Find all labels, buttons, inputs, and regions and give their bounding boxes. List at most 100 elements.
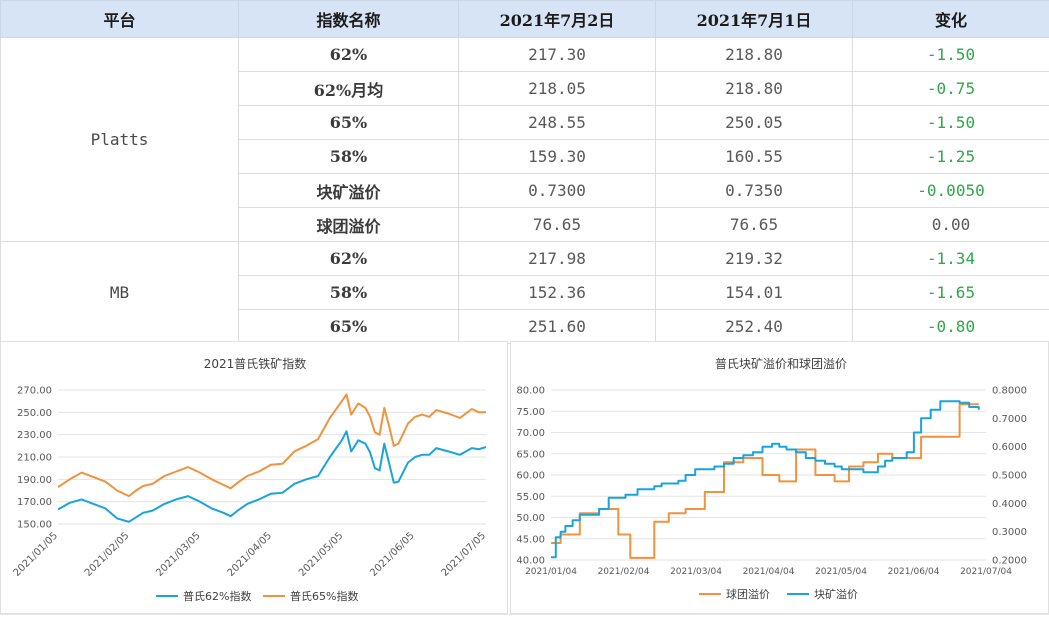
value-jul2-cell: 152.36 — [458, 275, 656, 310]
y2-tick-label: 0.6000 — [992, 442, 1027, 453]
value-jul1-cell: 219.32 — [655, 241, 853, 276]
y2-tick-label: 0.8000 — [992, 386, 1027, 397]
change-cell: -1.34 — [852, 241, 1049, 276]
y-tick-label: 60.00 — [516, 471, 545, 482]
platts-index-chart: 2021普氏铁矿指数 150.00 170.00 190.00 210.00 230.00… — [12, 356, 489, 603]
index-name-cell: 块矿溢价 — [238, 173, 459, 208]
index-name-cell: 62% — [238, 241, 459, 276]
change-cell: -1.50 — [852, 105, 1049, 140]
price-table: 平台 指数名称 2021年7月2日 2021年7月1日 变化 Platts 62%… — [0, 0, 1049, 344]
x-tick-label: 2021/01/05 — [12, 530, 61, 579]
value-jul1-cell: 76.65 — [655, 207, 853, 242]
change-cell: -0.75 — [852, 71, 1049, 106]
y-tick-label: 70.00 — [516, 428, 545, 439]
series-line-1 — [57, 393, 486, 498]
table-row: 65% 251.60 252.40 -0.80 — [1, 309, 1049, 344]
platform-cell: MB — [0, 241, 239, 344]
y-tick-label: 55.00 — [516, 492, 545, 503]
value-jul1-cell: 0.7350 — [655, 173, 853, 208]
series-line-1 — [551, 400, 980, 559]
y2-tick-label: 0.2000 — [992, 556, 1027, 567]
index-name-cell: 58% — [238, 139, 459, 174]
x-tick-label: 2021/07/04 — [960, 567, 1012, 577]
platts-index-chart-panel: 2021普氏铁矿指数 150.00 170.00 190.00 210.00 230.00… — [0, 341, 508, 614]
table-body: Platts 62% 217.30 218.80 -1.50 62%月均 218.05 218… — [0, 37, 1049, 344]
x-tick-label: 2021/05/04 — [815, 567, 867, 577]
y-tick-label: 45.00 — [516, 534, 545, 545]
x-tick-label: 2021/03/05 — [154, 530, 203, 579]
table-header-row: 平台 指数名称 2021年7月2日 2021年7月1日 变化 — [0, 0, 1049, 38]
table-row: 球团溢价 76.65 76.65 0.00 — [1, 207, 1049, 242]
x-tick-label: 2021/07/05 — [440, 530, 489, 579]
change-cell: -0.0050 — [852, 173, 1049, 208]
x-tick-label: 2021/04/04 — [743, 567, 795, 577]
legend-label: 球团溢价 — [726, 587, 770, 601]
col-header-change: 变化 — [852, 0, 1049, 38]
legend-label: 普氏65%指数 — [290, 589, 358, 603]
x-tick-label: 2021/04/05 — [226, 530, 275, 579]
x-tick-label: 2021/01/04 — [525, 567, 577, 577]
index-name-cell: 62%月均 — [238, 71, 459, 106]
index-name-cell: 62% — [238, 37, 459, 72]
value-jul2-cell: 218.05 — [458, 71, 656, 106]
value-jul1-cell: 218.80 — [655, 37, 853, 72]
lump-pellet-premium-chart: 普氏块矿溢价和球团溢价 40.00 45.00 50.00 55.00 60.00 65.0… — [516, 357, 1027, 601]
value-jul1-cell: 218.80 — [655, 71, 853, 106]
value-jul2-cell: 248.55 — [458, 105, 656, 140]
y-tick-label: 80.00 — [516, 386, 545, 397]
table-row: 58% 152.36 154.01 -1.65 — [1, 275, 1049, 310]
value-jul2-cell: 217.30 — [458, 37, 656, 72]
y2-tick-label: 0.7000 — [992, 414, 1027, 425]
value-jul2-cell: 251.60 — [458, 309, 656, 344]
table-row: 58% 159.30 160.55 -1.25 — [1, 139, 1049, 174]
table-row: Platts 62% 217.30 218.80 -1.50 — [0, 37, 1049, 242]
value-jul1-cell: 252.40 — [655, 309, 853, 344]
y-tick-label: 150.00 — [17, 520, 52, 531]
y-tick-label: 170.00 — [17, 497, 52, 508]
change-cell: -1.65 — [852, 275, 1049, 310]
table-row: 62%月均 218.05 218.80 -0.75 — [1, 71, 1049, 106]
y-tick-label: 210.00 — [17, 453, 52, 464]
y-tick-label: 65.00 — [516, 449, 545, 460]
bottom-divider — [0, 614, 1049, 615]
change-cell: -1.25 — [852, 139, 1049, 174]
y-tick-label: 50.00 — [516, 513, 545, 524]
platform-cell: Platts — [0, 37, 239, 242]
legend-label: 块矿溢价 — [814, 587, 858, 601]
col-header-index-name: 指数名称 — [238, 0, 459, 38]
y-tick-label: 190.00 — [17, 475, 52, 486]
index-name-cell: 65% — [238, 309, 459, 344]
value-jul2-cell: 0.7300 — [458, 173, 656, 208]
col-header-jul2: 2021年7月2日 — [458, 0, 656, 38]
y2-tick-label: 0.4000 — [992, 499, 1027, 510]
x-tick-label: 2021/06/04 — [888, 567, 940, 577]
series-line-0 — [57, 430, 487, 523]
y-tick-label: 75.00 — [516, 407, 545, 418]
table-row: 块矿溢价 0.7300 0.7350 -0.0050 — [1, 173, 1049, 208]
premium-chart-panel: 普氏块矿溢价和球团溢价 40.00 45.00 50.00 55.00 60.00 65.0… — [510, 341, 1049, 614]
index-name-cell: 球团溢价 — [238, 207, 459, 242]
table-row: 65% 248.55 250.05 -1.50 — [1, 105, 1049, 140]
col-header-platform: 平台 — [0, 0, 239, 38]
x-tick-label: 2021/06/05 — [368, 530, 417, 579]
y-tick-label: 250.00 — [17, 408, 52, 419]
value-jul1-cell: 250.05 — [655, 105, 853, 140]
y-tick-label: 230.00 — [17, 430, 52, 441]
chart-title: 2021普氏铁矿指数 — [204, 356, 307, 371]
x-tick-label: 2021/05/05 — [297, 530, 346, 579]
value-jul1-cell: 154.01 — [655, 275, 853, 310]
series-line-0 — [551, 403, 979, 559]
y-tick-label: 40.00 — [516, 556, 545, 567]
change-cell: -1.50 — [852, 37, 1049, 72]
x-tick-label: 2021/03/04 — [670, 567, 722, 577]
legend-label: 普氏62%指数 — [183, 589, 251, 603]
value-jul1-cell: 160.55 — [655, 139, 853, 174]
change-cell: 0.00 — [852, 207, 1049, 242]
y-tick-label: 270.00 — [17, 386, 52, 397]
x-tick-label: 2021/02/05 — [83, 530, 132, 579]
value-jul2-cell: 217.98 — [458, 241, 656, 276]
x-tick-label: 2021/02/04 — [598, 567, 650, 577]
value-jul2-cell: 76.65 — [458, 207, 656, 242]
y2-tick-label: 0.5000 — [992, 471, 1027, 482]
col-header-jul1: 2021年7月1日 — [655, 0, 853, 38]
